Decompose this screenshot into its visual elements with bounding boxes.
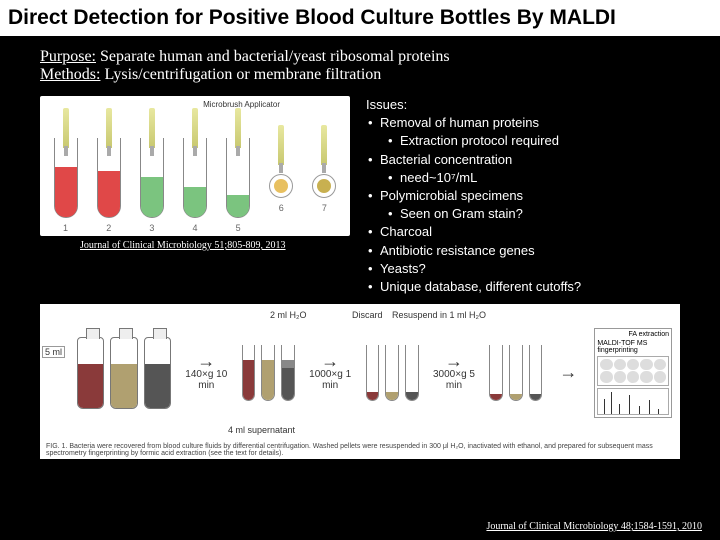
arrow-step2: →1000×g 1 min (301, 354, 360, 390)
issue-item: Antibiotic resistance genes (366, 242, 581, 260)
issues-heading: Issues: (366, 96, 581, 114)
resuspend-label: Resuspend in 1 ml H₂O (392, 310, 486, 320)
fa-label: FA extraction (597, 331, 669, 338)
culture-bottle-1 (77, 337, 104, 409)
maldi-label: MALDI-TOF MS fingerprinting (597, 340, 669, 354)
citation-top: Journal of Clinical Microbiology 51;805-… (40, 236, 350, 251)
arrow-step1: →140×g 10 min (177, 354, 236, 390)
methods-text: Lysis/centrifugation or membrane filtrat… (100, 66, 381, 83)
purpose-label: Purpose: (40, 48, 96, 65)
arrow-step3: →3000×g 5 min (425, 354, 484, 390)
pipette-icon (235, 108, 241, 148)
issue-item: Unique database, different cutoffs? (366, 278, 581, 296)
figure-top-protocol: Microbrush Applicator 1 2 3 4 5 6 7 (40, 96, 350, 236)
issue-item: Polymicrobial specimens (366, 187, 581, 205)
issue-item: Charcoal (366, 223, 581, 241)
centrifuge-tube (261, 345, 275, 401)
well-6: 6 (269, 174, 293, 198)
citation-bottom: Journal of Clinical Microbiology 48;1584… (486, 521, 702, 532)
tube-5: 5 (226, 138, 250, 218)
issue-subitem: Seen on Gram stain? (366, 205, 581, 223)
pipette-icon (321, 125, 327, 165)
centrifuge-tube (281, 345, 295, 401)
culture-bottle-3 (144, 337, 171, 409)
arrow-fa: → (548, 365, 588, 379)
maldi-plate-icon (597, 356, 669, 387)
spectrum-icon (597, 388, 669, 415)
applicator-label: Microbrush Applicator (203, 100, 280, 109)
pipette-icon (278, 125, 284, 165)
centrifuge-tube (489, 345, 503, 401)
maldi-panel: FA extraction MALDI-TOF MS fingerprintin… (594, 328, 672, 418)
tube-1: 1 (54, 138, 78, 218)
methods-label: Methods: (40, 66, 100, 83)
figure-bottom-workflow: 5 ml →140×g 10 min 4 ml supernatant 2 ml… (40, 304, 680, 459)
centrifuge-tube (366, 345, 380, 401)
issue-subitem: Extraction protocol required (366, 132, 581, 150)
supernatant-label: 4 ml supernatant (228, 425, 295, 435)
centrifuge-tube (242, 345, 256, 401)
purpose-methods-block: Purpose: Separate human and bacterial/ye… (0, 36, 720, 92)
tube-4: 4 (183, 138, 207, 218)
issues-list: Removal of human proteins Extraction pro… (366, 114, 581, 296)
centrifuge-tube (509, 345, 523, 401)
centrifuge-tube (529, 345, 543, 401)
pipette-icon (149, 108, 155, 148)
centrifuge-tube (405, 345, 419, 401)
discard-label: Discard (352, 310, 383, 320)
pipette-icon (63, 108, 69, 148)
issue-item: Removal of human proteins (366, 114, 581, 132)
well-7: 7 (312, 174, 336, 198)
pipette-icon (192, 108, 198, 148)
issue-item: Yeasts? (366, 260, 581, 278)
centrifuge-tube (385, 345, 399, 401)
issue-item: Bacterial concentration (366, 151, 581, 169)
pipette-icon (106, 108, 112, 148)
vol-label: 5 ml (42, 346, 65, 358)
tube-3: 3 (140, 138, 164, 218)
figure-caption: FIG. 1. Bacteria were recovered from blo… (46, 443, 674, 457)
tube-2: 2 (97, 138, 121, 218)
issues-block: Issues: Removal of human proteins Extrac… (366, 96, 581, 296)
page-title: Direct Detection for Positive Blood Cult… (0, 0, 720, 36)
issue-subitem: need~10⁷/mL (366, 169, 581, 187)
culture-bottle-2 (110, 337, 137, 409)
vol-label: 2 ml H₂O (270, 310, 307, 320)
purpose-text: Separate human and bacterial/yeast ribos… (96, 48, 450, 65)
